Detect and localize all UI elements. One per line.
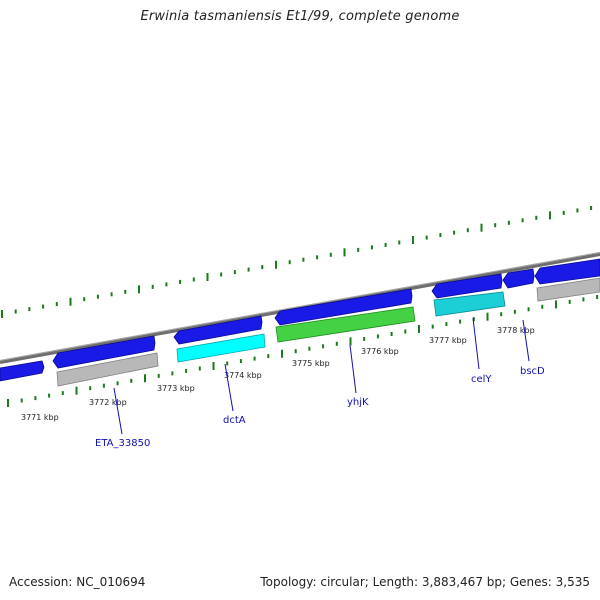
scale-label: 3777 kbp xyxy=(429,336,467,345)
scale-label: 3776 kbp xyxy=(361,347,399,356)
scale-labels: 3771 kbp 3772 kbp 3773 kbp 3774 kbp 3775… xyxy=(21,326,535,422)
forward-gene[interactable] xyxy=(274,288,413,326)
cds-feature-cely[interactable] xyxy=(433,291,506,317)
rna-feature-eta33850[interactable] xyxy=(56,352,159,387)
scale-label: 3774 kbp xyxy=(224,371,262,380)
accession-text: Accession: NC_010694 xyxy=(9,575,146,589)
scale-label: 3772 kbp xyxy=(89,398,127,407)
forward-gene[interactable] xyxy=(173,315,263,345)
genome-backbone-highlight xyxy=(0,252,600,361)
rna-feature-bscd[interactable] xyxy=(536,277,600,302)
gene-label-yhjk[interactable]: yhjK xyxy=(347,397,369,408)
leader-line xyxy=(224,363,234,412)
feature-boxes xyxy=(56,277,600,387)
cds-feature-yhjk[interactable] xyxy=(275,306,416,343)
scale-label: 3771 kbp xyxy=(21,413,59,422)
gene-label-dcta[interactable]: dctA xyxy=(223,415,246,426)
forward-gene[interactable] xyxy=(534,258,600,285)
scale-label: 3778 kbp xyxy=(497,326,535,335)
scale-label: 3775 kbp xyxy=(292,359,330,368)
gene-label-bscd[interactable]: bscD xyxy=(520,366,545,377)
gene-label-cely[interactable]: celY xyxy=(471,374,492,385)
scale-label: 3773 kbp xyxy=(157,384,195,393)
upper-tick-row xyxy=(1,206,593,318)
gene-label-eta33850[interactable]: ETA_33850 xyxy=(95,438,150,449)
cds-feature-dcta[interactable] xyxy=(176,333,266,363)
leader-line xyxy=(349,344,357,394)
lower-tick-row xyxy=(7,295,599,407)
forward-gene[interactable] xyxy=(502,268,535,289)
forward-gene[interactable] xyxy=(431,273,503,299)
forward-gene[interactable] xyxy=(52,335,156,369)
forward-gene[interactable] xyxy=(0,360,45,382)
label-leaders xyxy=(113,317,530,435)
leader-line xyxy=(472,317,480,370)
leader-line xyxy=(522,319,530,362)
gene-labels: ETA_33850 dctA yhjK celY bscD xyxy=(95,366,545,449)
leader-line xyxy=(113,387,123,435)
map-title: Erwinia tasmaniensis Et1/99, complete ge… xyxy=(140,9,460,24)
genome-summary-text: Topology: circular; Length: 3,883,467 bp… xyxy=(260,575,590,589)
forward-strand-genes xyxy=(0,258,600,382)
